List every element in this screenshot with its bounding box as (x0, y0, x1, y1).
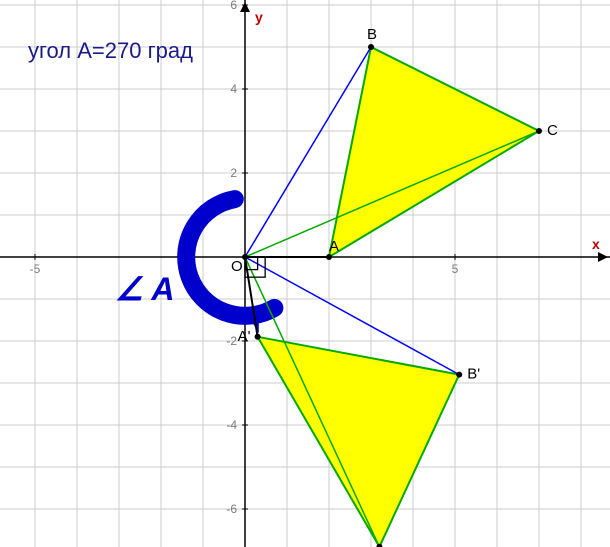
y-tick-label: 4 (230, 82, 237, 96)
y-axis-label: y (255, 9, 263, 25)
y-tick-label: -6 (226, 502, 237, 516)
point-C (536, 128, 542, 134)
y-tick-label: 6 (230, 0, 237, 12)
chart-title: угол А=270 град (28, 38, 193, 63)
x-tick-label: 5 (452, 262, 459, 276)
angle-label: ∠ A (115, 271, 175, 307)
y-tick-label: 2 (230, 166, 237, 180)
point-label-A: A (329, 238, 339, 255)
triangle-1 (258, 337, 460, 547)
point-B (368, 44, 374, 50)
y-tick-label: -4 (226, 418, 237, 432)
point-label-C: C (547, 122, 558, 139)
point-label-Ap: A' (238, 328, 251, 345)
point-Ap (255, 334, 261, 340)
chart-container: -55-6-4-2246xyOABCA'B'C'угол А=270 град∠… (0, 0, 610, 547)
point-Bp (456, 372, 462, 378)
y-axis-arrow (240, 2, 250, 12)
y-tick-label: -2 (226, 334, 237, 348)
point-label-Bp: B' (467, 366, 480, 383)
point-O (242, 254, 248, 260)
x-tick-label: -5 (30, 262, 41, 276)
triangle-0 (329, 47, 539, 257)
x-axis-arrow (598, 252, 608, 262)
x-axis-label: x (592, 236, 600, 252)
point-label-B: B (367, 26, 377, 43)
point-label-O: O (231, 258, 243, 275)
geometry-chart: -55-6-4-2246xyOABCA'B'C'угол А=270 град∠… (0, 0, 610, 547)
